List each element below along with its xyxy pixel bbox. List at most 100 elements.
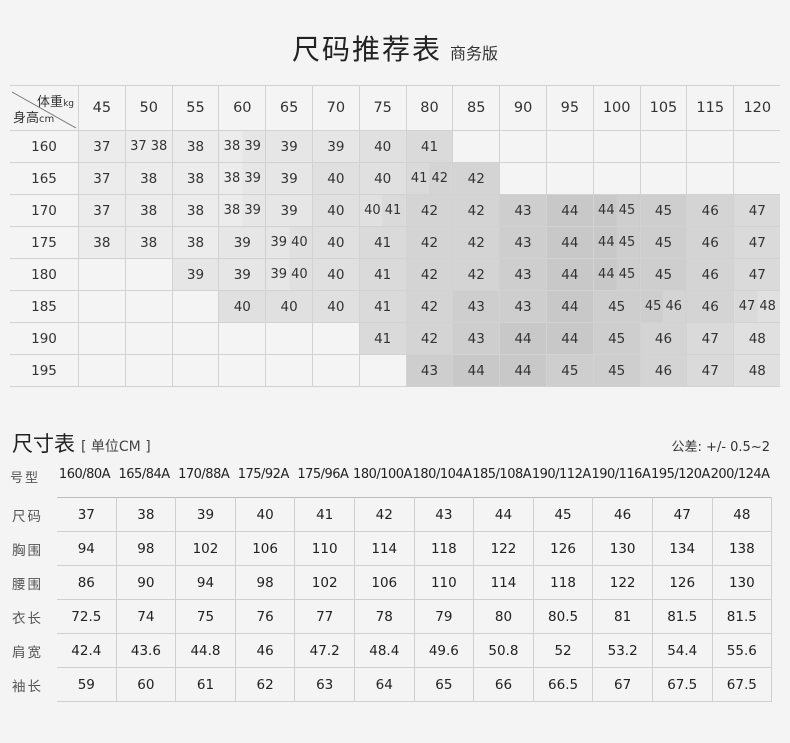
measurement-cell: 61 [175,667,236,702]
unit-label: [ 单位CM ] [81,439,151,455]
measurement-cell: 81 [592,599,653,634]
model-item: 185/108A [472,467,532,482]
size-cell: 41 [358,290,407,323]
measurement-cell: 80.5 [533,599,594,634]
recommend-row: 185 40 40 40 41 42 43 43 44 45 45 46 46 47 48 [10,290,781,323]
size-cell: 40 [358,130,407,163]
height-label: 160 [10,130,79,163]
size-cell: 46 [686,258,735,291]
size-cell: 40 [311,290,360,323]
measurement-cell: 126 [652,565,713,600]
height-header: 身高cm [13,111,55,126]
measurement-cell: 43 [414,497,475,532]
size-cell: 42 [452,162,501,195]
size-cell: 40 [311,258,360,291]
size-table-title: 尺寸表[ 单位CM ] [12,432,151,456]
measurement-cell: 74 [116,599,177,634]
measurement-label: 腰围 [12,576,43,593]
measurement-row: 衣长 72.5 74 75 76 77 78 79 80 80.5 81 81.5 81.5 [10,599,773,634]
size-cell [545,162,594,195]
recommend-row: 160 37 37 38 38 38 39 39 39 40 41 [10,130,781,163]
size-cell: 45 [639,258,688,291]
size-cell: 45 46 [639,290,688,323]
recommend-row: 190 41 42 43 44 44 45 46 47 48 [10,322,781,355]
size-cell: 46 [639,354,688,387]
size-cell: 45 [639,194,688,227]
measurement-cell: 47.2 [294,633,355,668]
size-cell: 37 [78,130,126,163]
size-cell: 38 [124,162,173,195]
size-cell [78,322,126,355]
size-cell: 44 [545,322,594,355]
model-item: 195/120A [651,467,710,482]
model-item: 175/96A [297,467,349,482]
size-cell [218,354,267,387]
measurement-cell: 77 [294,599,355,634]
size-cell [639,162,688,195]
recommend-row: 180 39 39 39 40 40 41 42 42 43 44 44 45 45 46 47 [10,258,781,291]
size-cell: 43 [405,354,454,387]
size-cell [171,290,220,323]
measurement-label: 胸围 [12,542,43,559]
size-cell [265,354,313,387]
size-cell: 41 42 [405,162,454,195]
height-label: 165 [10,162,79,195]
size-cell: 41 [358,258,407,291]
measurement-cell: 40 [235,497,296,532]
size-cell [592,130,641,163]
measurement-cell: 50.8 [473,633,534,668]
size-cell: 47 [733,194,781,227]
size-cell [686,162,735,195]
measurement-row: 尺码 37 38 39 40 41 42 43 44 45 46 47 48 [10,497,773,532]
size-cell: 41 [358,226,407,259]
size-cell: 43 [499,226,547,259]
measurement-cell: 39 [175,497,236,532]
measurement-row: 袖长 59 60 61 62 63 64 65 66 66.5 67 67.5 67.5 [10,667,773,702]
measurement-cell: 72.5 [57,599,117,634]
measurement-cell: 41 [294,497,355,532]
size-cell: 44 [545,258,594,291]
size-cell: 47 [733,258,781,291]
size-cell: 45 [592,322,641,355]
model-item: 180/104A [412,467,472,482]
size-cell: 40 [218,290,267,323]
measurement-cell: 81.5 [712,599,773,634]
measurement-label: 尺码 [12,508,43,525]
model-item: 175/92A [237,467,290,482]
size-cell: 40 [311,226,360,259]
size-cell: 47 48 [733,290,781,323]
measurement-cell: 122 [473,531,534,566]
measurement-row: 胸围 94 98 102 106 110 114 118 122 126 130 134 138 [10,531,773,566]
size-cell: 43 [452,322,501,355]
size-cell: 41 [358,322,407,355]
size-cell: 42 [452,194,501,227]
size-cell: 46 [686,194,735,227]
measurement-label: 袖长 [12,678,43,695]
height-label: 170 [10,194,79,227]
measurement-cell: 52 [533,633,594,668]
height-label: 195 [10,354,79,387]
measurement-cell: 114 [354,531,415,566]
size-cell: 39 [265,194,313,227]
measurement-cell: 76 [235,599,296,634]
size-cell: 37 [78,162,126,195]
size-cell: 46 [639,322,688,355]
size-cell: 45 [545,354,594,387]
measurement-cell: 126 [533,531,594,566]
size-cell [124,354,173,387]
size-cell: 47 [686,322,735,355]
weight-col-header: 95 [545,85,594,131]
size-cell: 42 [405,322,454,355]
size-cell [218,322,267,355]
size-cell: 39 [218,226,267,259]
size-cell: 42 [405,194,454,227]
measurement-cell: 110 [294,531,355,566]
measurement-cell: 114 [473,565,534,600]
size-cell: 38 [124,194,173,227]
measurement-cell: 138 [712,531,773,566]
weight-col-header: 105 [639,85,688,131]
measurement-cell: 67.5 [652,667,713,702]
measurement-cell: 37 [57,497,117,532]
weight-col-header: 60 [218,85,267,131]
size-cell: 40 [265,290,313,323]
